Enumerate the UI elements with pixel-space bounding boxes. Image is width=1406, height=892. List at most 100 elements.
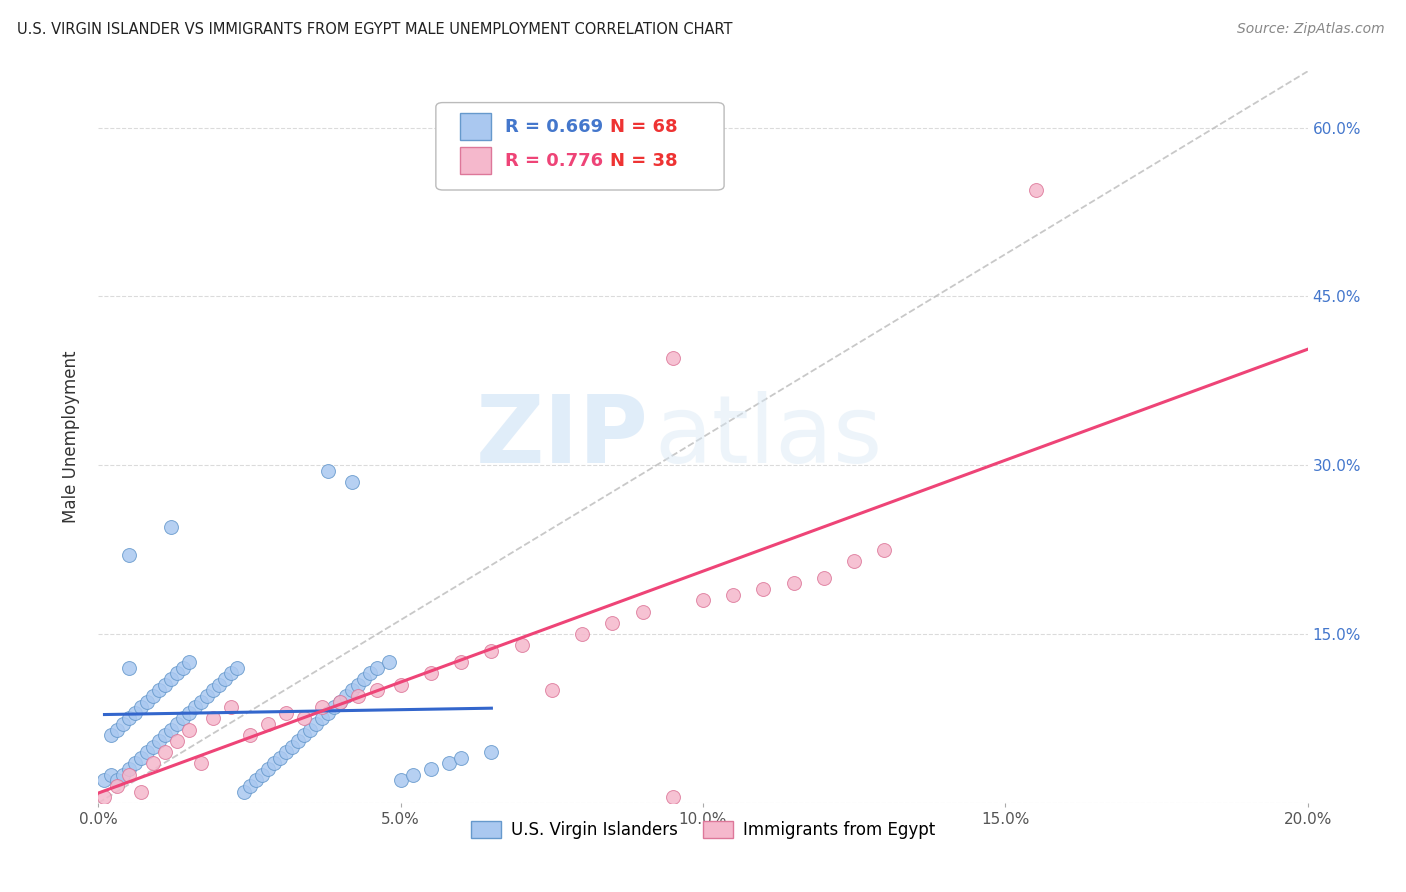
Point bbox=[377, 655, 399, 669]
Point bbox=[118, 661, 141, 675]
Text: R = 0.669: R = 0.669 bbox=[505, 118, 603, 136]
Point bbox=[221, 700, 243, 714]
Point bbox=[190, 694, 212, 708]
Text: atlas: atlas bbox=[655, 391, 883, 483]
Point bbox=[274, 706, 297, 720]
Point bbox=[329, 694, 352, 708]
Point bbox=[481, 644, 503, 658]
Point bbox=[342, 683, 364, 698]
Point bbox=[208, 678, 231, 692]
Point bbox=[540, 683, 562, 698]
Point bbox=[142, 739, 165, 754]
Point bbox=[221, 666, 243, 681]
Point bbox=[124, 756, 146, 771]
Point bbox=[353, 672, 375, 686]
Point bbox=[256, 717, 278, 731]
Point bbox=[195, 689, 218, 703]
Point bbox=[342, 475, 364, 489]
Point bbox=[437, 756, 460, 771]
Point bbox=[311, 700, 333, 714]
Point bbox=[420, 666, 443, 681]
Point bbox=[274, 745, 297, 759]
Point bbox=[135, 694, 157, 708]
Point bbox=[153, 678, 176, 692]
Point bbox=[111, 767, 134, 781]
Point bbox=[202, 711, 225, 725]
Point bbox=[166, 666, 188, 681]
Point bbox=[245, 773, 267, 788]
Point bbox=[250, 767, 273, 781]
Point bbox=[105, 773, 128, 788]
Point bbox=[166, 717, 188, 731]
Point bbox=[450, 751, 472, 765]
Y-axis label: Male Unemployment: Male Unemployment bbox=[62, 351, 80, 524]
Point bbox=[190, 756, 212, 771]
Text: N = 38: N = 38 bbox=[610, 152, 678, 169]
Point bbox=[172, 711, 194, 725]
Point bbox=[105, 779, 128, 793]
Point bbox=[179, 723, 201, 737]
Point bbox=[661, 351, 683, 366]
Point bbox=[160, 672, 183, 686]
Point bbox=[402, 767, 425, 781]
Point bbox=[256, 762, 278, 776]
Point bbox=[450, 655, 472, 669]
Point bbox=[179, 706, 201, 720]
Point bbox=[111, 717, 134, 731]
Point bbox=[148, 734, 170, 748]
Point bbox=[316, 464, 339, 478]
Point bbox=[366, 683, 388, 698]
Point bbox=[692, 593, 714, 607]
Point bbox=[360, 666, 382, 681]
Point bbox=[118, 711, 141, 725]
Point bbox=[172, 661, 194, 675]
Point bbox=[105, 723, 128, 737]
Point bbox=[160, 520, 183, 534]
Point bbox=[316, 706, 339, 720]
Point bbox=[226, 661, 249, 675]
Point bbox=[292, 728, 315, 742]
Point bbox=[263, 756, 285, 771]
Point bbox=[153, 728, 176, 742]
Point bbox=[239, 779, 262, 793]
Point bbox=[723, 588, 745, 602]
Point bbox=[481, 745, 503, 759]
Text: ZIP: ZIP bbox=[475, 391, 648, 483]
Point bbox=[366, 661, 388, 675]
Point bbox=[129, 700, 152, 714]
Legend: U.S. Virgin Islanders, Immigrants from Egypt: U.S. Virgin Islanders, Immigrants from E… bbox=[464, 814, 942, 846]
Point bbox=[602, 615, 624, 630]
Point bbox=[305, 717, 328, 731]
Point bbox=[142, 689, 165, 703]
Point bbox=[214, 672, 236, 686]
Point bbox=[631, 605, 654, 619]
Point bbox=[135, 745, 157, 759]
Point bbox=[118, 762, 141, 776]
Point bbox=[118, 548, 141, 562]
Point bbox=[129, 784, 152, 798]
Point bbox=[124, 706, 146, 720]
Text: N = 68: N = 68 bbox=[610, 118, 678, 136]
Text: U.S. VIRGIN ISLANDER VS IMMIGRANTS FROM EGYPT MALE UNEMPLOYMENT CORRELATION CHAR: U.S. VIRGIN ISLANDER VS IMMIGRANTS FROM … bbox=[17, 22, 733, 37]
Point bbox=[311, 711, 333, 725]
Point bbox=[1024, 182, 1046, 196]
Point bbox=[752, 582, 775, 596]
Point bbox=[420, 762, 443, 776]
Point bbox=[153, 745, 176, 759]
Point bbox=[166, 734, 188, 748]
Point bbox=[661, 790, 683, 805]
Point bbox=[389, 773, 412, 788]
Point bbox=[347, 689, 370, 703]
Point bbox=[347, 678, 370, 692]
Point bbox=[571, 627, 593, 641]
Point bbox=[269, 751, 291, 765]
Point bbox=[160, 723, 183, 737]
Point bbox=[844, 554, 866, 568]
Point bbox=[335, 689, 357, 703]
Point bbox=[184, 700, 207, 714]
Point bbox=[100, 767, 122, 781]
Point bbox=[389, 678, 412, 692]
Point bbox=[281, 739, 304, 754]
Point bbox=[129, 751, 152, 765]
Point bbox=[179, 655, 201, 669]
